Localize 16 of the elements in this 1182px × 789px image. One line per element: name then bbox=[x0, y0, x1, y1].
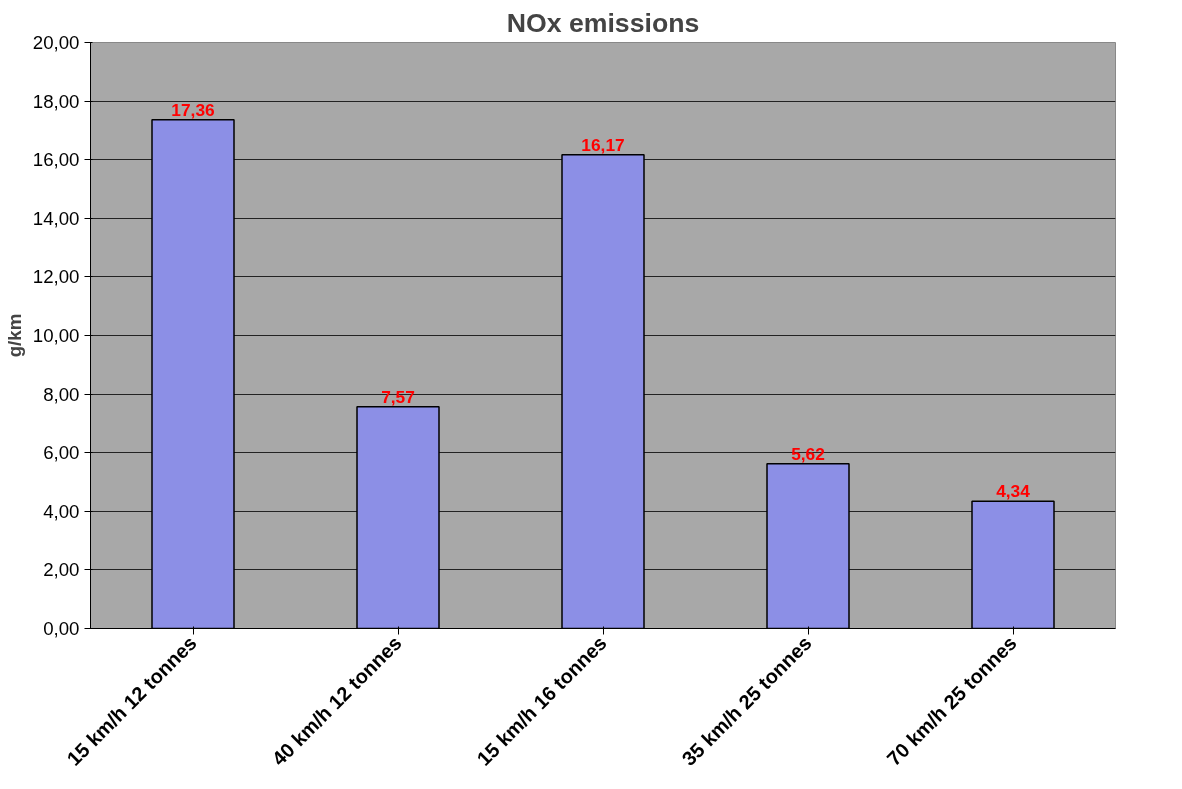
y-tick-label: 12,00 bbox=[32, 266, 80, 288]
y-tick-label: 0,00 bbox=[43, 618, 80, 639]
data-label: 17,36 bbox=[171, 99, 216, 120]
y-tick-label: 2,00 bbox=[43, 559, 80, 581]
y-tick-label: 14,00 bbox=[32, 207, 80, 229]
y-tick-label: 6,00 bbox=[43, 442, 80, 464]
data-label: 16,17 bbox=[581, 134, 625, 155]
y-tick-label: 10,00 bbox=[32, 325, 80, 346]
y-tick-label: 4,00 bbox=[43, 500, 80, 522]
y-tick-label: 8,00 bbox=[43, 383, 80, 405]
y-tick-label: 20,00 bbox=[32, 32, 80, 53]
y-axis-title: g/km bbox=[3, 313, 25, 358]
y-tick-label: 16,00 bbox=[32, 149, 80, 171]
data-label: 4,34 bbox=[996, 481, 1031, 502]
y-tick-label: 18,00 bbox=[32, 90, 80, 112]
chart-title: NOx emissions bbox=[506, 7, 700, 38]
